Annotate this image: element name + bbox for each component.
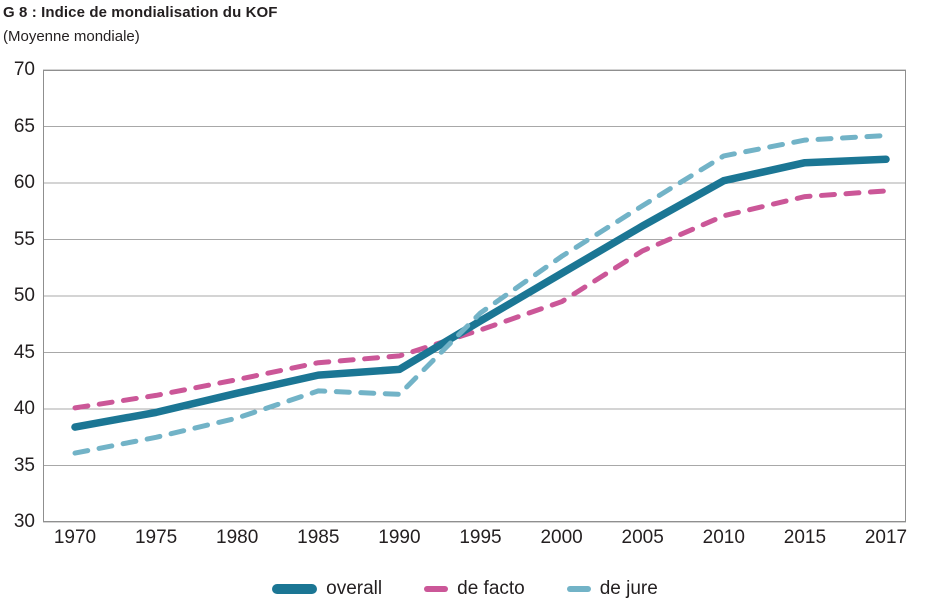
y-tick-label: 55 xyxy=(13,228,35,250)
y-tick-label: 40 xyxy=(13,398,35,419)
legend-swatch-de-facto xyxy=(424,586,449,592)
chart-title: G 8 : Indice de mondialisation du KOF xyxy=(3,4,278,21)
y-tick-label: 65 xyxy=(13,115,35,137)
x-tick-label: 1975 xyxy=(134,527,178,548)
legend: overall de facto de jure xyxy=(0,578,930,600)
y-tick-label: 35 xyxy=(13,454,35,476)
y-tick-label: 60 xyxy=(13,172,35,193)
x-tick-label: 2015 xyxy=(783,527,827,548)
x-tick-label: 1970 xyxy=(53,527,97,548)
legend-label-de-facto: de facto xyxy=(457,578,525,599)
legend-swatch-overall xyxy=(272,584,318,594)
x-tick-label: 2005 xyxy=(621,527,664,548)
x-tick-label: 2000 xyxy=(540,527,583,548)
y-tick-label: 45 xyxy=(13,341,35,363)
plot-area xyxy=(42,69,907,523)
x-tick-label: 1980 xyxy=(216,527,259,548)
x-tick-label: 1995 xyxy=(459,527,502,548)
plot-border xyxy=(42,69,907,523)
series-overall-line xyxy=(71,155,890,431)
x-tick-label: 1990 xyxy=(378,527,421,548)
x-tick-label: 2017 xyxy=(864,527,908,548)
legend-item-overall: overall xyxy=(272,578,382,600)
legend-label-overall: overall xyxy=(326,578,383,599)
chart-subtitle: (Moyenne mondiale) xyxy=(3,28,140,45)
x-tick-label: 2010 xyxy=(702,527,745,548)
y-tick-label: 70 xyxy=(13,59,35,80)
y-tick-label: 30 xyxy=(13,511,35,532)
x-tick-label: 1985 xyxy=(297,527,340,548)
legend-label-de-jure: de jure xyxy=(599,578,658,599)
legend-swatch-de-jure xyxy=(566,586,591,592)
y-tick-label: 50 xyxy=(13,285,35,306)
series-de-jure-line xyxy=(72,133,889,456)
legend-item-de-facto: de facto xyxy=(424,578,525,600)
legend-item-de-jure: de jure xyxy=(566,578,658,600)
series-de-facto-line xyxy=(72,188,889,411)
